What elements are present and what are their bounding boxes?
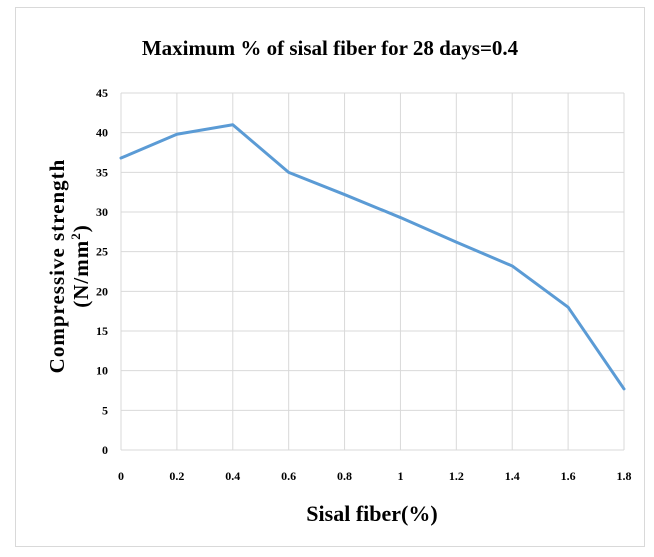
series-line [119, 123, 626, 391]
x-tick-label: 1.8 [617, 469, 632, 483]
x-axis-ticks: 0 0.2 0.4 0.6 0.8 1 1.2 1.4 1.6 1.8 [118, 469, 632, 483]
y-tick-label: 20 [96, 284, 108, 298]
y-axis-label-line2: (N/mm2) [68, 224, 93, 307]
y-tick-label: 5 [102, 403, 108, 417]
x-tick-label: 1.2 [449, 469, 464, 483]
x-tick-label: 0.8 [337, 469, 352, 483]
y-axis-unit-superscript: 2 [68, 232, 83, 240]
y-tick-label: 30 [96, 205, 108, 219]
y-tick-label: 10 [96, 364, 108, 378]
x-tick-label: 0.4 [225, 469, 240, 483]
y-tick-label: 35 [96, 165, 108, 179]
grid-lines [120, 92, 625, 451]
y-tick-label: 45 [96, 86, 108, 100]
x-axis-label: Sisal fiber(%) [306, 501, 437, 526]
y-tick-label: 15 [96, 324, 108, 338]
x-tick-label: 0.6 [281, 469, 296, 483]
y-tick-label: 40 [96, 126, 108, 140]
y-tick-label: 25 [96, 245, 108, 259]
x-tick-label: 1.4 [505, 469, 520, 483]
chart-frame: Maximum % of sisal fiber for 28 days=0.4… [15, 7, 645, 547]
chart-title: Maximum % of sisal fiber for 28 days=0.4 [142, 36, 519, 60]
y-axis-label: Compressive strength (N/mm2) [45, 159, 93, 374]
x-tick-label: 0 [118, 469, 124, 483]
y-axis-label-line1: Compressive strength [45, 159, 69, 374]
y-tick-label: 0 [102, 443, 108, 457]
x-tick-label: 0.2 [169, 469, 184, 483]
y-axis-unit-close: ) [69, 224, 93, 232]
y-axis-unit: (N/mm [69, 240, 93, 308]
x-tick-label: 1 [397, 469, 403, 483]
line-chart: Maximum % of sisal fiber for 28 days=0.4… [45, 36, 632, 526]
y-axis-ticks: 0 5 10 15 20 25 30 35 40 45 [96, 86, 108, 457]
series-group [119, 123, 626, 391]
x-tick-label: 1.6 [561, 469, 576, 483]
